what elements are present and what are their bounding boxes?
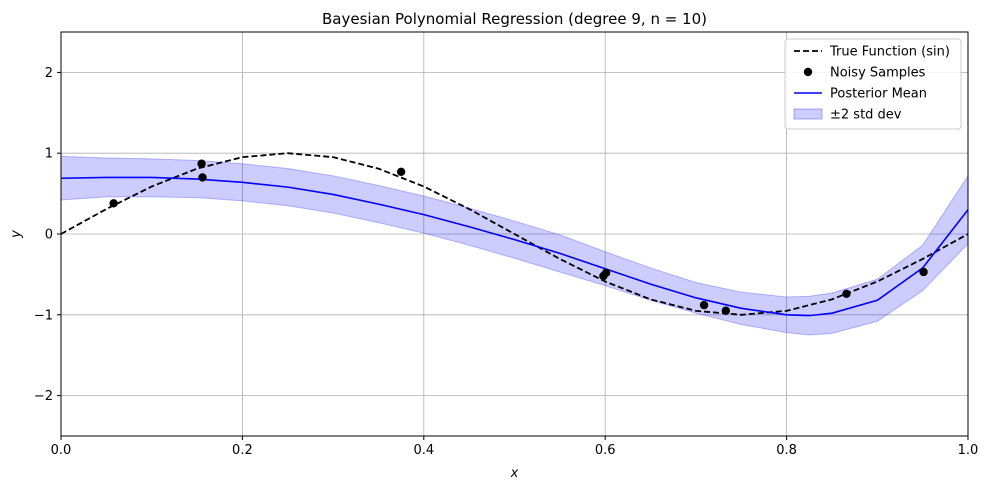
- legend-label-posterior-mean: Posterior Mean: [830, 87, 927, 102]
- x-tick-label-2: 0.4: [413, 443, 434, 458]
- x-tick-label-0: 0.0: [51, 443, 72, 458]
- sample-point-0: [109, 199, 118, 208]
- legend-swatch-samples: [803, 67, 813, 77]
- x-tick-label-1: 0.2: [232, 443, 253, 458]
- legend-label-true-function: True Function (sin): [829, 45, 950, 60]
- posterior-mean-line: [61, 176, 968, 317]
- sample-point-7: [721, 306, 731, 315]
- x-axis-label: x: [510, 466, 519, 481]
- y-tick-label-1: −1: [34, 308, 53, 323]
- curves-group: [61, 152, 968, 336]
- std-band: [61, 155, 968, 336]
- legend-swatch-band: [793, 108, 823, 120]
- y-axis-label: y: [9, 230, 24, 239]
- y-tick-label-3: 1: [45, 147, 53, 162]
- true-function-line: [61, 152, 968, 316]
- sample-point-9: [919, 267, 928, 277]
- y-tick-label-0: −2: [34, 389, 53, 404]
- legend-label-samples: Noisy Samples: [830, 66, 926, 81]
- sample-point-6: [699, 300, 709, 310]
- legend-box: [784, 38, 962, 130]
- sample-point-1: [197, 159, 206, 168]
- x-tick-label-3: 0.6: [595, 443, 616, 458]
- sample-point-5: [601, 268, 611, 277]
- sample-point-2: [198, 173, 207, 182]
- y-tick-label-4: 2: [45, 66, 53, 81]
- y-tick-label-2: 0: [45, 228, 53, 243]
- chart-title: Bayesian Polynomial Regression (degree 9…: [322, 10, 707, 28]
- legend: True Function (sin) Noisy Samples Posterio…: [784, 38, 962, 130]
- sample-point-3: [396, 167, 406, 176]
- sample-point-8: [842, 289, 851, 298]
- x-tick-label-5: 1.0: [958, 443, 979, 458]
- x-tick-label-4: 0.8: [776, 443, 797, 458]
- legend-label-band: ±2 std dev: [830, 108, 902, 123]
- plot-area: 0.0 0.2 0.4 0.6 0.8 1.0 −2 −1 0 1 2 True Function (…: [34, 31, 979, 458]
